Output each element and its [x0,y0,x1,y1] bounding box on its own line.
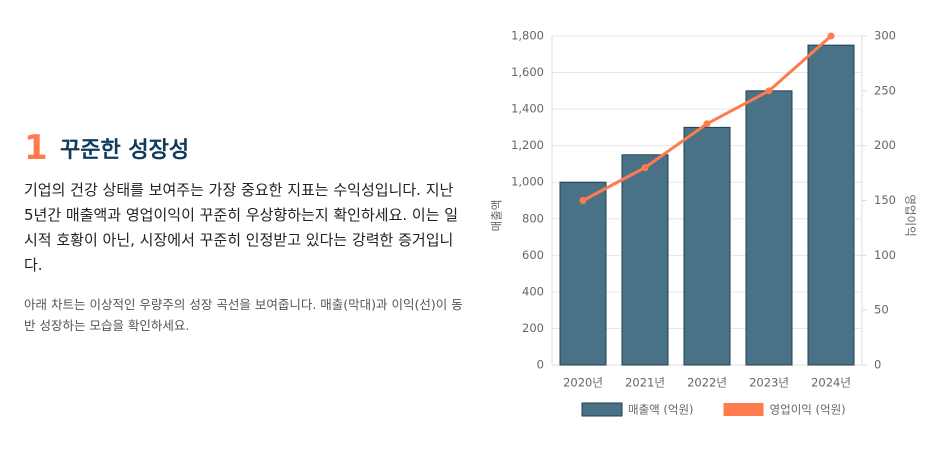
y2-tick-label: 0 [874,358,881,372]
section-number: 1 [24,128,48,168]
y-tick-label: 1,400 [511,102,544,116]
y2-tick-label: 100 [874,248,896,262]
section-title: 꾸준한 성장성 [60,138,190,163]
bar [621,154,669,366]
y2-tick-label: 250 [874,83,896,97]
legend-label: 매출액 (억원) [628,403,694,417]
bar [745,90,793,366]
legend-swatch [581,402,623,417]
y-tick-label: 600 [522,248,544,262]
point [703,120,711,128]
x-tick-label: 2021년 [625,376,665,390]
x-tick-label: 2024년 [811,376,851,390]
bar [807,44,855,366]
y2-tick-label: 50 [874,303,889,317]
y-tick-label: 200 [522,321,544,335]
y-tick-label: 1,800 [511,29,544,43]
point [765,87,773,95]
y-tick-label: 1,000 [511,175,544,189]
bar [559,181,607,366]
x-tick-label: 2020년 [563,376,603,390]
y-tick-label: 1,200 [511,138,544,152]
point [641,164,649,172]
section-header: 1 꾸준한 성장성 [24,128,464,168]
x-tick-label: 2022년 [687,376,727,390]
bar [683,126,731,366]
point [579,197,587,204]
y-tick-label: 400 [522,284,544,298]
y-tick-label: 1,600 [511,65,544,79]
y2-tick-label: 300 [874,29,896,43]
y2-tick-label: 150 [874,193,896,207]
y2-axis-title: 영업이익 [904,194,918,236]
point [827,32,835,40]
paragraph: 아래 차트는 이상적인 우량주의 성장 곡선을 보여줍니다. 매출(막대)과 이… [24,297,463,333]
y2-tick-label: 200 [874,138,896,152]
y-tick-label: 0 [537,358,544,372]
x-tick-label: 2023년 [749,376,789,390]
legend-swatch [723,403,764,416]
y-tick-label: 800 [522,211,544,225]
section: 1 꾸준한 성장성 기업의 건강 상태를 보여주는 가장 중요한 지표는 수익성… [24,128,464,336]
y-axis-title: 매출액 [490,200,504,232]
paragraph: 기업의 건강 상태를 보여주는 가장 중요한 지표는 수익성입니다. 지난 5년… [24,181,459,274]
legend-label: 영업이익 (억원) [770,403,846,417]
